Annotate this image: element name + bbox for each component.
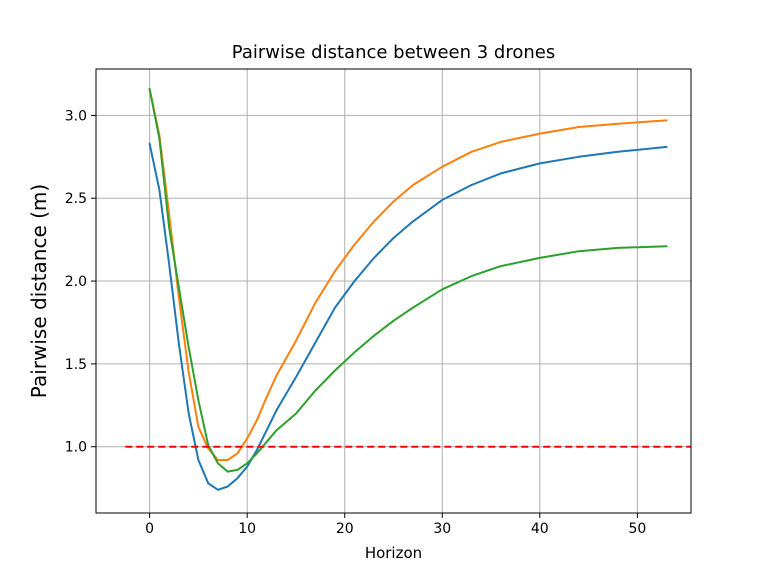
- x-tick-label: 0: [145, 521, 154, 537]
- x-tick-label: 50: [628, 521, 646, 537]
- y-tick-label: 3.0: [65, 108, 87, 124]
- y-tick-label: 2.5: [65, 191, 87, 207]
- y-axis-label: Pairwise distance (m): [27, 184, 51, 398]
- series-line-3: [148, 87, 668, 473]
- y-tick-label: 1.0: [65, 440, 87, 456]
- y-tick-label: 2.0: [65, 274, 87, 290]
- y-tick-label: 1.5: [65, 357, 87, 373]
- x-axis-label: Horizon: [365, 544, 422, 562]
- series-line-1: [148, 142, 668, 491]
- series-line-2: [148, 87, 668, 461]
- ticks: 0 10 20 30 40 50 1.0 1.5 2.0 2.5 3.0: [65, 108, 647, 537]
- chart-title: Pairwise distance between 3 drones: [232, 42, 555, 63]
- series-group: [125, 87, 691, 491]
- x-tick-label: 20: [336, 521, 354, 537]
- x-tick-label: 30: [433, 521, 451, 537]
- x-tick-label: 40: [531, 521, 549, 537]
- x-tick-label: 10: [238, 521, 256, 537]
- plot-frame: [95, 68, 692, 514]
